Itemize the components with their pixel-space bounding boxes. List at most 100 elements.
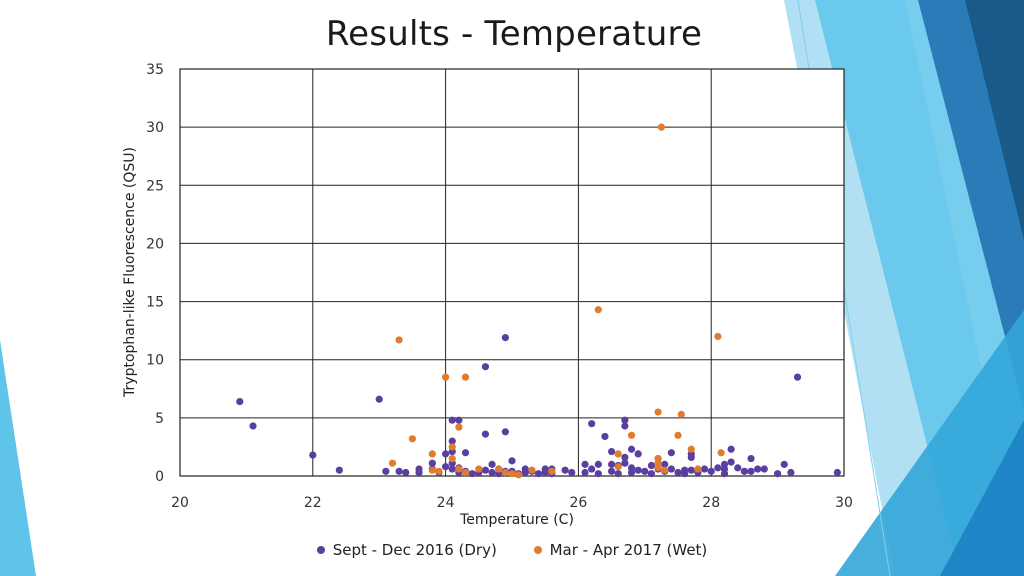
data-point-wet (614, 450, 622, 458)
data-point-wet (442, 373, 450, 381)
data-points (236, 123, 841, 479)
y-tick-label: 0 (155, 469, 164, 485)
data-point-dry (382, 467, 390, 475)
x-tick-label: 28 (702, 495, 720, 511)
data-point-dry (681, 470, 689, 478)
data-point-wet (455, 465, 463, 473)
data-point-dry (608, 447, 616, 456)
data-point-dry (714, 464, 722, 472)
data-point-wet (528, 466, 536, 474)
data-point-dry (608, 467, 616, 475)
data-point-wet (455, 423, 463, 431)
data-point-wet (654, 408, 662, 416)
data-point-dry (647, 461, 656, 470)
data-point-dry (754, 465, 762, 473)
data-point-wet (515, 471, 523, 479)
data-point-dry (481, 466, 490, 474)
data-point-wet (408, 435, 416, 443)
data-point-wet (448, 443, 456, 451)
data-point-dry (760, 465, 768, 473)
data-point-wet (428, 450, 436, 458)
x-tick-label: 24 (437, 495, 455, 511)
data-point-wet (614, 463, 622, 471)
data-point-dry (621, 416, 629, 424)
data-point-dry (601, 432, 609, 441)
data-point-wet (657, 123, 666, 131)
data-point-dry (581, 460, 589, 468)
data-point-wet (495, 465, 503, 473)
data-point-dry (634, 450, 642, 458)
data-point-dry (674, 468, 682, 477)
y-tick-label: 25 (146, 178, 164, 194)
data-point-dry (647, 470, 656, 478)
y-tick-label: 20 (146, 236, 164, 252)
y-tick-label: 5 (155, 411, 164, 427)
data-point-wet (674, 431, 682, 439)
data-point-wet (677, 410, 685, 418)
data-point-wet (694, 465, 702, 473)
data-point-dry (780, 460, 788, 468)
bg-shape-bottom-dark (940, 420, 1024, 576)
data-point-wet (717, 449, 725, 457)
data-point-dry (521, 468, 529, 477)
data-point-wet (508, 470, 516, 478)
x-tick-label: 22 (304, 495, 322, 511)
data-point-dry (561, 466, 569, 474)
data-point-dry (727, 445, 735, 453)
data-point-dry (481, 430, 490, 438)
legend-dot-wet (533, 545, 542, 554)
data-point-dry (747, 467, 755, 475)
data-point-wet (395, 336, 403, 344)
data-point-dry (608, 460, 616, 468)
data-point-dry (627, 468, 636, 477)
data-point-dry (448, 437, 456, 445)
data-point-dry (588, 420, 596, 428)
y-tick-label: 15 (146, 295, 164, 311)
data-point-wet (501, 468, 509, 477)
data-point-dry (375, 395, 383, 403)
x-axis-label: Temperature (C) (459, 512, 574, 528)
data-point-dry (581, 468, 589, 477)
y-tick-label: 35 (146, 62, 164, 78)
data-point-wet (594, 306, 602, 314)
data-point-dry (687, 453, 695, 461)
data-point-dry (501, 334, 509, 342)
data-point-dry (442, 463, 450, 471)
data-point-dry (734, 464, 742, 472)
data-point-dry (395, 467, 403, 475)
data-point-dry (621, 453, 629, 461)
data-point-wet (461, 468, 470, 477)
data-point-dry (747, 454, 755, 463)
data-point-dry (667, 465, 675, 473)
legend-dot-dry (316, 545, 325, 554)
data-point-dry (481, 363, 490, 371)
data-point-dry (787, 468, 795, 477)
data-point-dry (588, 465, 596, 473)
data-point-wet (475, 465, 483, 473)
data-point-dry (415, 468, 423, 477)
data-point-dry (687, 466, 695, 474)
data-point-dry (534, 470, 543, 478)
data-point-wet (461, 373, 470, 381)
legend-item-dry: Sept - Dec 2016 (Dry) (316, 541, 497, 559)
data-point-dry (442, 450, 450, 458)
data-point-dry (461, 449, 470, 457)
x-tick-label: 30 (835, 495, 853, 511)
legend-label-wet: Mar - Apr 2017 (Wet) (549, 541, 708, 559)
data-point-dry (727, 458, 735, 466)
data-point-wet (428, 466, 436, 474)
data-point-dry (428, 459, 436, 467)
data-point-dry (402, 468, 410, 477)
data-point-dry (488, 460, 496, 468)
data-point-dry (594, 460, 602, 468)
data-point-wet (548, 467, 556, 475)
data-point-dry (455, 416, 463, 424)
data-point-dry (309, 451, 317, 459)
legend-item-wet: Mar - Apr 2017 (Wet) (533, 541, 708, 559)
y-axis-label: Tryptophan-like Fluorescence (QSU) (122, 147, 138, 398)
data-point-dry (448, 465, 456, 473)
data-point-dry (249, 422, 257, 430)
data-point-dry (488, 468, 496, 477)
x-tick-label: 20 (171, 495, 189, 511)
